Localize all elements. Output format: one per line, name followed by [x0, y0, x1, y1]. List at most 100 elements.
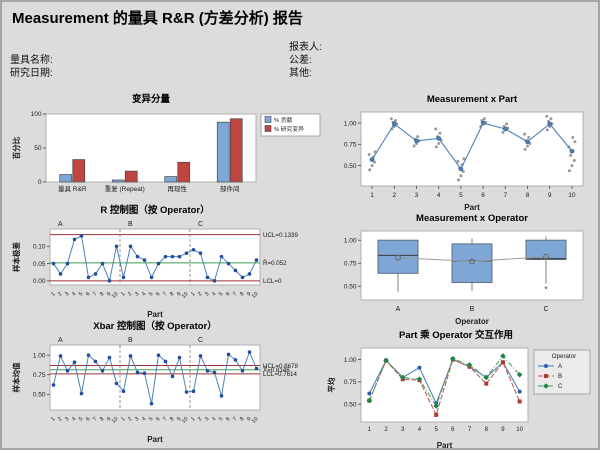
- svg-text:50: 50: [34, 145, 42, 152]
- part-operator-interaction-chart: 0.50 0.75 1.00 平均 1 2 3 4 5 6 7 8 9 10 Operator ABC Part: [326, 347, 591, 450]
- svg-text:4: 4: [71, 416, 77, 422]
- svg-text:3: 3: [134, 416, 140, 422]
- svg-text:6: 6: [225, 416, 231, 422]
- svg-text:6: 6: [85, 291, 91, 297]
- svg-text:3: 3: [134, 291, 140, 297]
- svg-text:0.75: 0.75: [344, 379, 357, 386]
- svg-text:6: 6: [481, 192, 485, 199]
- svg-text:A: A: [558, 363, 563, 370]
- svg-text:4: 4: [211, 416, 217, 422]
- svg-text:UCL=0.1339: UCL=0.1339: [263, 232, 298, 239]
- svg-text:部件间: 部件间: [220, 184, 240, 193]
- svg-text:5: 5: [148, 416, 154, 422]
- svg-text:8: 8: [526, 192, 530, 199]
- svg-text:1: 1: [370, 192, 374, 199]
- svg-text:0.05: 0.05: [33, 261, 46, 268]
- chart-variation-components: 变异分量 0 50 100 百分比 量具 R&R 重复 (Repeat) 再现性 部件间 % 贡…: [10, 93, 322, 203]
- svg-text:3: 3: [204, 416, 210, 422]
- svg-text:再现性: 再现性: [168, 184, 188, 193]
- svg-text:6: 6: [451, 427, 455, 433]
- measurement-by-part-chart: 0.50 0.75 1.00 1 2 3 4 5 6 7 8 9 10 Part: [344, 111, 584, 212]
- svg-text:B: B: [128, 337, 133, 344]
- svg-text:2: 2: [57, 291, 63, 297]
- svg-text:C: C: [558, 383, 563, 390]
- svg-text:7: 7: [92, 416, 98, 422]
- svg-text:A: A: [58, 221, 63, 228]
- svg-text:LCL=0: LCL=0: [263, 278, 282, 285]
- svg-text:Part: Part: [147, 310, 163, 319]
- field-reported-by-label: 报表人:: [289, 42, 322, 53]
- svg-text:7: 7: [162, 291, 168, 297]
- svg-text:1: 1: [368, 427, 372, 433]
- svg-text:B: B: [128, 221, 133, 228]
- svg-text:5: 5: [218, 416, 224, 422]
- svg-text:2: 2: [127, 291, 133, 297]
- svg-text:7: 7: [232, 416, 238, 422]
- svg-text:Part: Part: [464, 203, 480, 212]
- svg-text:样本均值: 样本均值: [11, 362, 21, 392]
- chart-title-measurement-by-part: Measurement x Part: [426, 94, 518, 105]
- svg-text:A: A: [396, 306, 401, 313]
- svg-text:9: 9: [246, 416, 252, 422]
- svg-text:样本极差: 样本极差: [11, 242, 21, 272]
- chart-title-part-operator-interaction: Part 乘 Operator 交互作用: [398, 330, 514, 341]
- chart-title-variation-components: 变异分量: [131, 94, 170, 105]
- svg-text:UCL=0.8678: UCL=0.8678: [263, 363, 298, 370]
- svg-text:1: 1: [190, 291, 196, 297]
- chart-part-operator-interaction: Part 乘 Operator 交互作用 0.50 0.75 1.00 平均 1 2 3 4 5…: [325, 329, 597, 450]
- svg-text:4: 4: [437, 192, 441, 199]
- svg-text:C: C: [198, 221, 203, 228]
- svg-text:平均: 平均: [326, 377, 336, 392]
- svg-text:8: 8: [99, 416, 105, 422]
- svg-text:4: 4: [141, 416, 147, 422]
- svg-text:0.50: 0.50: [33, 392, 46, 399]
- svg-text:10: 10: [516, 427, 523, 433]
- svg-text:Operator: Operator: [552, 353, 576, 360]
- svg-text:7: 7: [232, 291, 238, 297]
- field-misc-label: 其他:: [289, 68, 312, 79]
- chart-measurement-by-operator: Measurement x Operator 0.50 0.75 1.00 A B C * O…: [325, 212, 597, 326]
- svg-text:9: 9: [106, 416, 112, 422]
- chart-r-control: R 控制图（按 Operator） 0.00 0.05 0.10 样本极差 A B C UCL…: [10, 204, 322, 320]
- svg-text:4: 4: [71, 291, 77, 297]
- svg-text:0.00: 0.00: [33, 278, 46, 285]
- svg-text:5: 5: [459, 192, 463, 199]
- chart-title-r-control: R 控制图（按 Operator）: [100, 205, 210, 216]
- svg-text:5: 5: [148, 291, 154, 297]
- svg-text:C: C: [198, 337, 203, 344]
- svg-text:% 研究变异: % 研究变异: [274, 125, 304, 133]
- svg-text:8: 8: [485, 427, 489, 433]
- svg-text:百分比: 百分比: [11, 136, 21, 159]
- svg-text:1: 1: [120, 416, 126, 422]
- svg-text:10: 10: [181, 291, 190, 300]
- svg-text:Part: Part: [437, 441, 453, 450]
- svg-text:0.75: 0.75: [344, 142, 357, 149]
- svg-text:*: *: [544, 285, 548, 295]
- svg-text:10: 10: [181, 416, 190, 425]
- svg-text:0.50: 0.50: [344, 163, 357, 170]
- svg-text:0.50: 0.50: [344, 283, 357, 290]
- svg-text:9: 9: [176, 416, 182, 422]
- svg-text:B: B: [470, 306, 475, 313]
- svg-text:5: 5: [78, 416, 84, 422]
- svg-text:9: 9: [176, 291, 182, 297]
- svg-text:4: 4: [141, 291, 147, 297]
- svg-text:100: 100: [31, 111, 42, 118]
- field-study-date-label: 研究日期:: [10, 68, 53, 79]
- svg-text:3: 3: [64, 291, 70, 297]
- svg-text:10: 10: [568, 192, 576, 199]
- svg-text:10: 10: [251, 416, 260, 425]
- svg-text:7: 7: [468, 427, 472, 433]
- svg-text:B: B: [558, 373, 562, 380]
- svg-text:1.00: 1.00: [344, 357, 357, 364]
- svg-text:7: 7: [503, 192, 507, 199]
- svg-text:7: 7: [162, 416, 168, 422]
- svg-text:2: 2: [127, 416, 133, 422]
- svg-text:6: 6: [85, 416, 91, 422]
- xbar-control-chart: 0.50 0.75 1.00 样本均值 A B C UCL=0.8678X̿=0.8146LC…: [11, 337, 298, 444]
- svg-text:7: 7: [92, 291, 98, 297]
- svg-text:Part: Part: [147, 435, 163, 444]
- svg-text:9: 9: [106, 291, 112, 297]
- svg-text:6: 6: [155, 416, 161, 422]
